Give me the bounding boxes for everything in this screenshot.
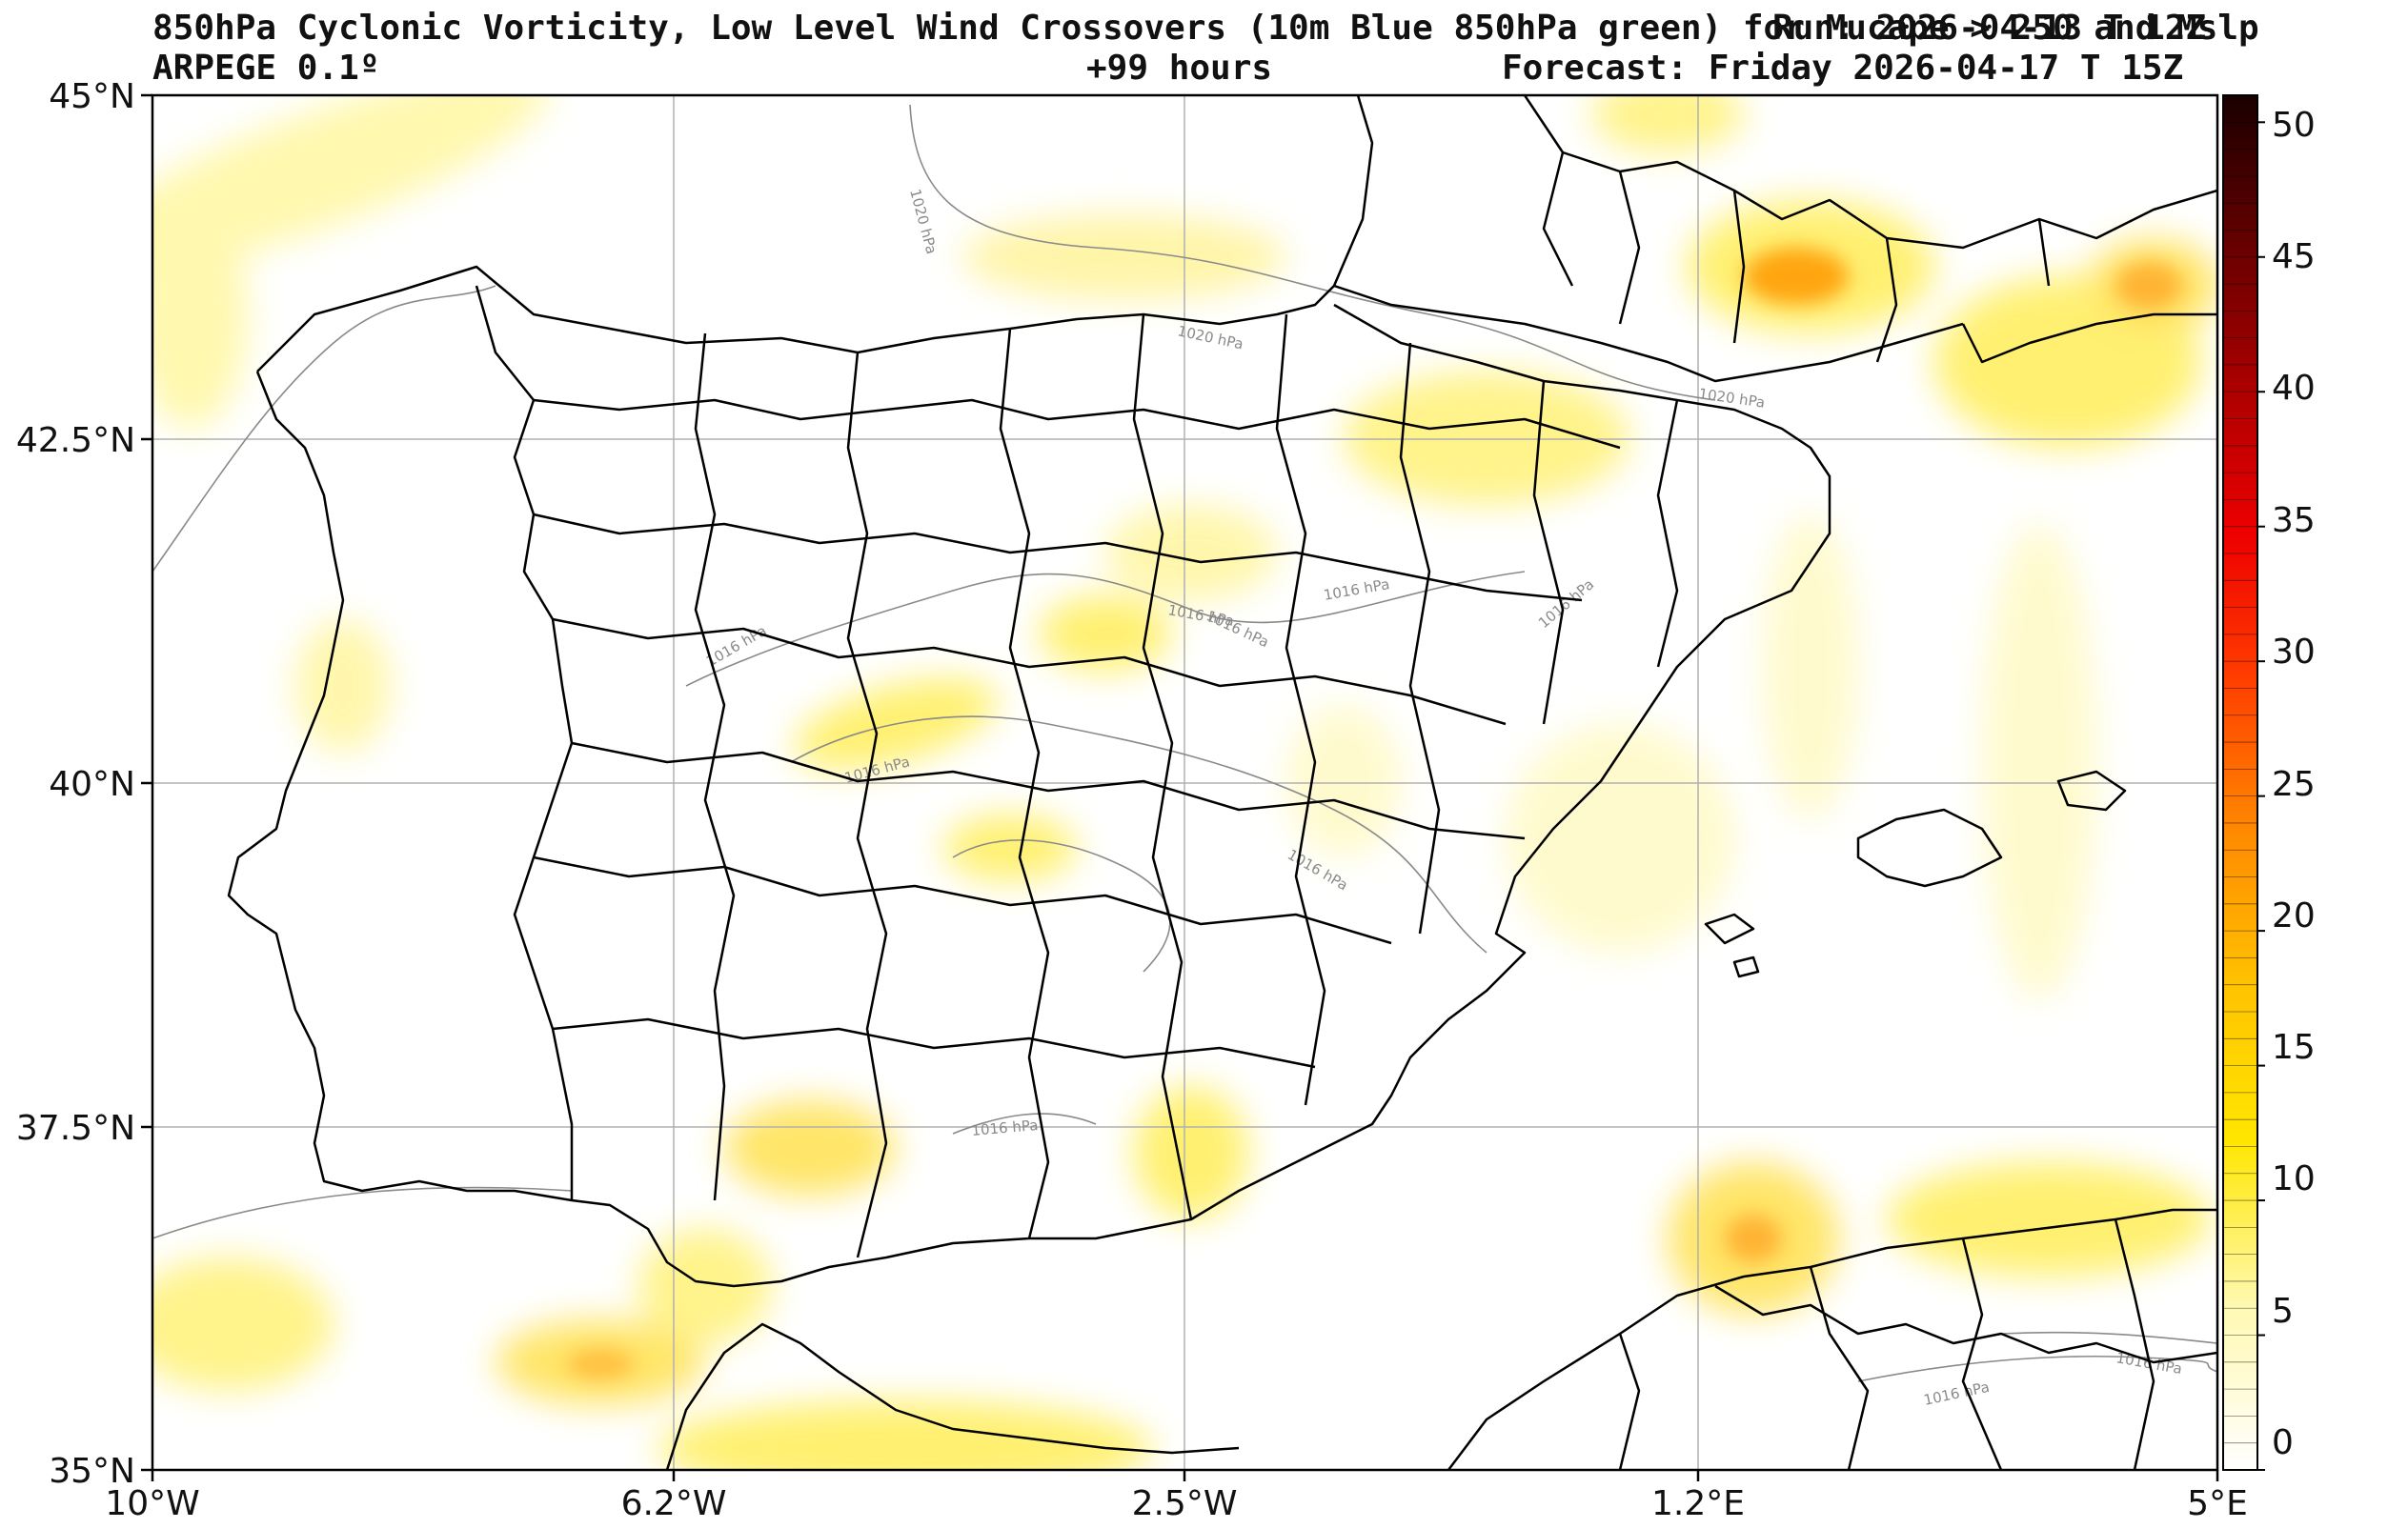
lat-label-37-5n: 37.5°N xyxy=(16,1109,135,1148)
lat-label-40n: 40°N xyxy=(49,765,135,804)
vorticity-shading xyxy=(152,95,2217,1470)
model-label: ARPEGE 0.1º xyxy=(152,49,380,88)
lon-label-10w: 10°W xyxy=(105,1484,199,1523)
colorbar-label-0: 0 xyxy=(2272,1423,2294,1462)
colorbar-label-45: 45 xyxy=(2272,237,2316,276)
graticule xyxy=(152,95,2217,1470)
colorbar-label-40: 40 xyxy=(2272,369,2316,408)
lon-label-2-5w: 2.5°W xyxy=(1132,1484,1238,1523)
colorbar-label-25: 25 xyxy=(2272,765,2316,804)
colorbar-gradient xyxy=(2222,94,2258,1471)
lat-label-35n: 35°N xyxy=(49,1452,135,1491)
colorbar-label-30: 30 xyxy=(2272,633,2316,672)
colorbar-label-35: 35 xyxy=(2272,501,2316,540)
colorbar: 50 45 40 35 30 25 20 15 10 5 0 xyxy=(2222,94,2316,1471)
lon-label-6-2w: 6.2°W xyxy=(621,1484,727,1523)
lon-label-1-2e: 1.2°E xyxy=(1651,1484,1745,1523)
map-title: 850hPa Cyclonic Vorticity, Low Level Win… xyxy=(152,9,2259,48)
colorbar-label-10: 10 xyxy=(2272,1159,2316,1198)
longitude-labels: 10°W 6.2°W 2.5°W 1.2°E 5°E xyxy=(105,1484,2248,1523)
lon-label-5e: 5°E xyxy=(2187,1484,2248,1523)
isobars xyxy=(152,104,2217,1382)
latitude-labels: 45°N 42.5°N 40°N 37.5°N 35°N xyxy=(16,77,135,1491)
coastlines-and-borders xyxy=(227,95,2217,1470)
colorbar-label-20: 20 xyxy=(2272,896,2316,936)
colorbar-label-15: 15 xyxy=(2272,1028,2316,1067)
forecast-label: Forecast: Friday 2026-04-17 T 15Z xyxy=(1502,49,2184,88)
run-label: Run: 2026-04-13 T 12Z xyxy=(1772,9,2207,48)
colorbar-label-50: 50 xyxy=(2272,106,2316,145)
lat-label-45n: 45°N xyxy=(49,77,135,116)
lead-time-label: +99 hours xyxy=(1086,49,1273,88)
lat-label-42-5n: 42.5°N xyxy=(16,421,135,460)
colorbar-label-5: 5 xyxy=(2272,1292,2294,1331)
